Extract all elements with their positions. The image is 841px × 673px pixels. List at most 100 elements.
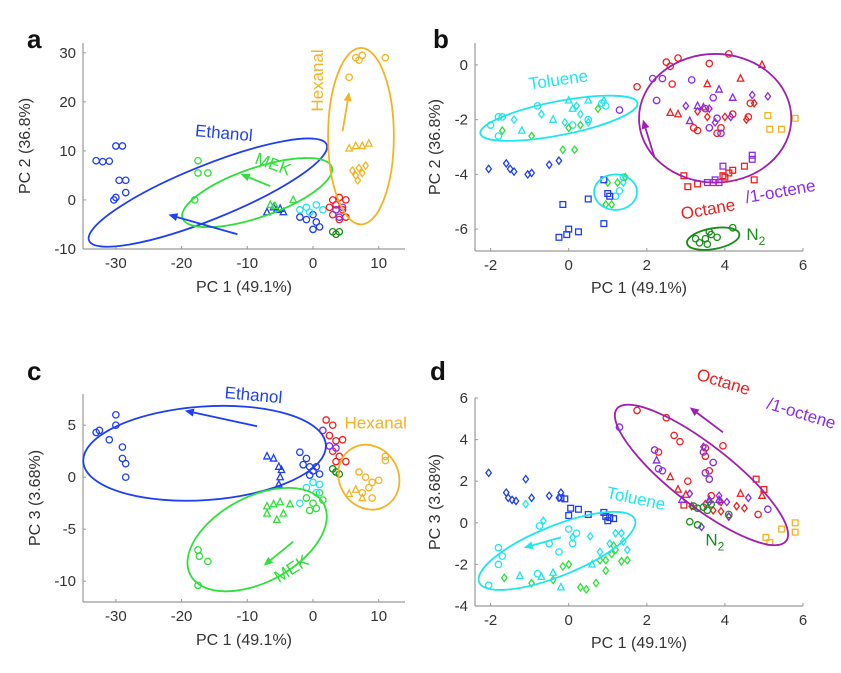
series-mek [266, 194, 298, 210]
data-point [791, 528, 799, 536]
data-point [586, 531, 594, 541]
cluster-ellipse-toluene [479, 94, 639, 142]
series-1-octene [685, 84, 737, 125]
data-point [510, 114, 518, 125]
data-point [574, 505, 583, 513]
data-point [338, 435, 347, 444]
data-point [195, 552, 204, 561]
data-point [285, 498, 295, 508]
data-point [342, 196, 350, 204]
series-1-octene [615, 423, 772, 514]
data-point [596, 547, 604, 557]
data-point [105, 157, 114, 166]
data-point [504, 493, 512, 503]
group-label-subscript: 2 [759, 234, 766, 248]
y-axis-label: PC 2 (36.8%) [17, 98, 34, 194]
group-label-text: MEK [252, 149, 294, 180]
data-point [717, 129, 725, 138]
data-point [705, 475, 714, 483]
data-point [705, 123, 714, 132]
data-point [733, 501, 741, 511]
group-label: Octane [679, 195, 736, 223]
data-point [673, 108, 683, 118]
data-point [673, 484, 683, 493]
data-point [332, 457, 340, 466]
data-point [270, 200, 280, 210]
data-point [328, 421, 337, 430]
group-label-text: Hexanal [308, 49, 327, 111]
data-point [670, 431, 678, 440]
data-point [121, 176, 130, 185]
data-point [351, 484, 360, 493]
data-point [748, 90, 756, 100]
series-hexanal [348, 160, 370, 186]
series-n2 [328, 227, 344, 239]
data-point [576, 120, 584, 130]
arrow-shaft [176, 216, 238, 236]
data-point [724, 510, 733, 519]
data-point [325, 203, 334, 212]
data-point [302, 454, 311, 463]
data-point [309, 478, 317, 487]
arrow-shaft [193, 411, 258, 428]
panel-letter: a [27, 24, 42, 54]
data-point [335, 215, 344, 224]
y-tick-label: 4 [460, 432, 468, 449]
data-point [701, 469, 710, 477]
arrow-head [168, 213, 179, 221]
series-hexanal [344, 484, 367, 502]
cluster-ellipse-toluene [593, 173, 638, 211]
data-point [699, 442, 707, 452]
data-point [374, 476, 383, 485]
y-tick-label: -5 [63, 521, 76, 538]
group-label: Ethanol [194, 121, 253, 145]
data-point [528, 168, 536, 178]
data-point [699, 448, 708, 456]
data-point [98, 157, 107, 166]
data-point [686, 489, 694, 499]
data-point [545, 160, 553, 170]
data-point [494, 132, 503, 140]
data-point [604, 177, 612, 188]
data-point [344, 143, 354, 152]
group-label: Octane [694, 365, 752, 399]
data-point [309, 225, 317, 234]
data-point [742, 114, 750, 125]
data-point [354, 175, 362, 186]
data-point [302, 215, 311, 224]
data-point [365, 483, 373, 492]
y-tick-label: -4 [455, 598, 468, 615]
group-label-subscript: 2 [718, 540, 725, 554]
data-point [302, 494, 311, 502]
data-point [599, 95, 609, 104]
arrow-shaft [341, 100, 349, 132]
data-point [559, 200, 567, 209]
data-point [315, 223, 324, 231]
data-point [274, 479, 284, 488]
data-point [121, 459, 130, 468]
x-axis-label: PC 1 (49.1%) [591, 280, 687, 297]
data-point [685, 517, 694, 526]
data-point [528, 493, 536, 503]
data-point [262, 501, 272, 510]
data-point [654, 448, 663, 456]
x-tick-label: 2 [643, 257, 651, 274]
data-point [305, 506, 314, 515]
data-point [606, 538, 614, 549]
data-point [764, 505, 772, 514]
data-point [703, 112, 711, 122]
series-ethanol [296, 448, 324, 479]
data-point [332, 444, 340, 452]
data-point [623, 545, 631, 555]
data-point [714, 84, 724, 93]
data-point [746, 99, 755, 108]
data-point [582, 584, 590, 595]
series-toluene [296, 478, 324, 508]
data-point [711, 117, 719, 128]
data-point [576, 109, 584, 119]
group-label: /1-octene [765, 394, 838, 433]
data-point [355, 56, 363, 65]
series-toluene [515, 559, 597, 591]
y-tick-label: -10 [54, 573, 76, 590]
cluster-ellipse-ethanol [87, 137, 328, 248]
